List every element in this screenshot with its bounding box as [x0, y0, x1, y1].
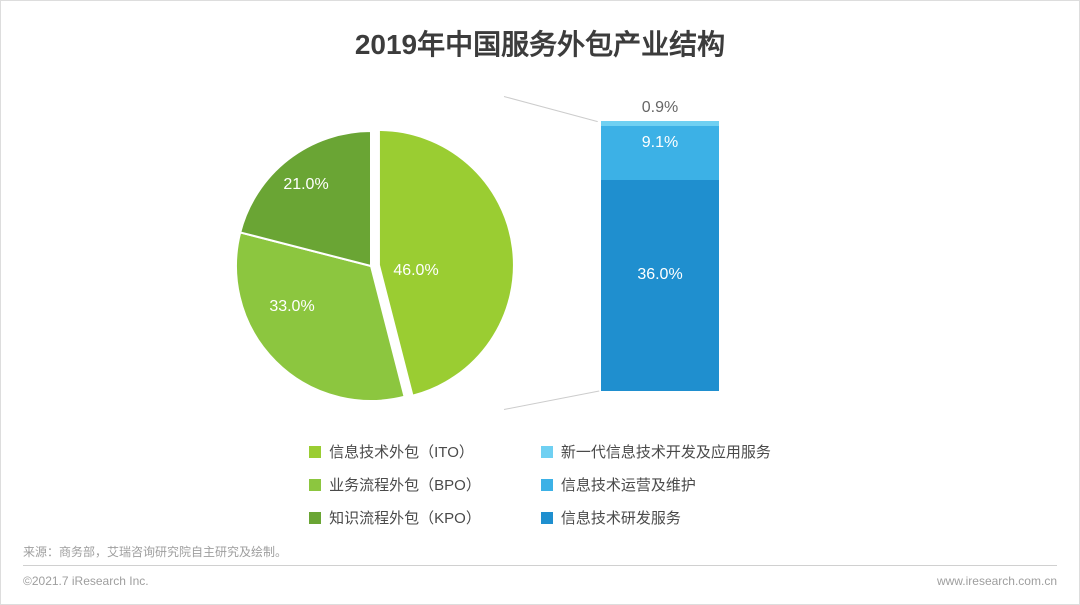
- legend-text: 信息技术研发服务: [561, 507, 681, 528]
- legend-col-left: 信息技术外包（ITO） 业务流程外包（BPO） 知识流程外包（KPO）: [309, 441, 481, 528]
- pie-svg: [226, 121, 516, 411]
- copyright-text: ©2021.7 iResearch Inc.: [23, 574, 149, 588]
- pie-label-2: 21.0%: [283, 176, 328, 194]
- pie-label-1: 33.0%: [269, 298, 314, 316]
- footer-divider: [23, 565, 1057, 566]
- swatch: [309, 512, 321, 524]
- pie-chart: 46.0% 33.0% 21.0%: [226, 121, 496, 391]
- connector-top: [504, 96, 598, 122]
- legend-col-right: 新一代信息技术开发及应用服务 信息技术运营及维护 信息技术研发服务: [541, 441, 771, 528]
- connector-bottom: [504, 391, 599, 410]
- legend: 信息技术外包（ITO） 业务流程外包（BPO） 知识流程外包（KPO） 新一代信…: [1, 441, 1079, 528]
- legend-text: 业务流程外包（BPO）: [329, 474, 481, 495]
- swatch: [309, 446, 321, 458]
- legend-item: 信息技术研发服务: [541, 507, 771, 528]
- legend-text: 新一代信息技术开发及应用服务: [561, 441, 771, 462]
- chart-frame: 2019年中国服务外包产业结构 46.0% 33.0% 21.0% 36.0% 9…: [0, 0, 1080, 605]
- pie-label-0: 46.0%: [393, 262, 438, 280]
- stacked-bar: 36.0%9.1%0.9%: [601, 121, 719, 391]
- legend-item: 信息技术运营及维护: [541, 474, 771, 495]
- bar-label-2: 0.9%: [642, 99, 678, 117]
- bar-seg-0: [601, 180, 719, 391]
- legend-text: 知识流程外包（KPO）: [329, 507, 481, 528]
- chart-area: 46.0% 33.0% 21.0% 36.0% 9.1% 0.9%: [1, 91, 1079, 421]
- legend-item: 业务流程外包（BPO）: [309, 474, 481, 495]
- legend-item: 信息技术外包（ITO）: [309, 441, 481, 462]
- bar-seg-2: [601, 121, 719, 126]
- bar-label-0: 36.0%: [601, 266, 719, 284]
- legend-item: 新一代信息技术开发及应用服务: [541, 441, 771, 462]
- website-text: www.iresearch.com.cn: [937, 574, 1057, 588]
- bar-label-1: 9.1%: [601, 134, 719, 152]
- legend-text: 信息技术运营及维护: [561, 474, 696, 495]
- swatch: [541, 512, 553, 524]
- legend-item: 知识流程外包（KPO）: [309, 507, 481, 528]
- legend-text: 信息技术外包（ITO）: [329, 441, 474, 462]
- swatch: [541, 446, 553, 458]
- chart-title: 2019年中国服务外包产业结构: [1, 23, 1079, 63]
- source-text: 来源：商务部，艾瑞咨询研究院自主研究及绘制。: [23, 543, 287, 560]
- swatch: [541, 479, 553, 491]
- swatch: [309, 479, 321, 491]
